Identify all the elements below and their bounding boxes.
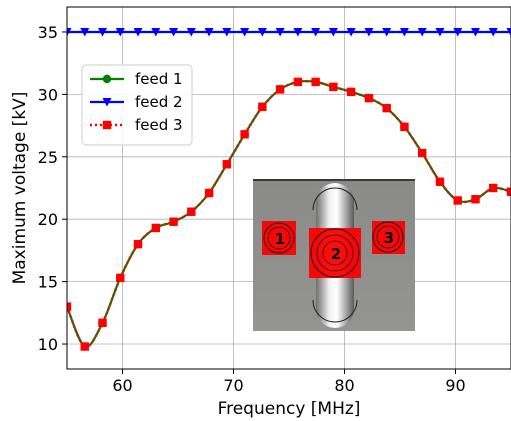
feed-3-point [471,195,480,204]
legend-label-3: feed 3 [135,116,183,134]
series-2 [67,27,511,37]
legend-marker-3 [102,120,112,130]
feed-3-point [240,130,249,139]
feed-2-point [98,27,108,37]
feed-2-label: 2 [331,245,341,263]
feed-3-point [116,273,125,283]
feed-3-ring-inner [376,225,400,249]
y-tick-label: 30 [38,85,58,104]
feed-2-point [186,27,196,37]
y-tick-label: 25 [38,148,58,167]
feed-1-ring [263,222,295,254]
feed-2-point [399,27,409,37]
feed-3-point [204,188,214,198]
feed-2-point [133,27,143,37]
feed-3-point [80,342,89,351]
feed-2-point [204,27,214,37]
y-tick-label: 15 [38,273,58,292]
feed-3-point [275,85,285,94]
feed-3-point [187,207,196,216]
feed-3-point [151,223,160,233]
feed-2-point [257,27,267,37]
feed-2-point [311,27,321,37]
feed-2-point [328,27,338,37]
x-axis-label: Frequency [MHz] [218,399,361,419]
feed-geometry-inset: 1 2 3 [253,179,415,331]
inset-feed-3: 3 [372,221,405,254]
y-tick-label: 35 [38,23,58,42]
feed-2-point [382,27,392,37]
feed-3-point [364,93,374,103]
legend-label-1: feed 1 [135,70,183,88]
feed-1-label: 1 [275,230,285,248]
feed-2-point [240,27,250,37]
plot-frame [66,6,511,370]
feed-3-point [506,187,511,196]
feed-3-point [258,102,267,112]
data-lines [67,27,511,351]
feed-3-point [222,160,232,169]
x-tick-label: 90 [445,376,465,395]
feed-2-point [453,27,463,37]
feed-2-point [470,27,480,37]
feed-2-point [293,27,303,37]
feed-3-point [293,77,303,87]
feed-2-point [488,27,498,37]
feed-3-point [435,177,445,186]
inset-tube-outline [312,187,358,323]
feed-2-point [346,27,356,37]
feed-2-point [169,27,179,37]
x-ticks: 60 70 80 90 [112,369,466,395]
feed-3-point [329,82,338,92]
feed-2-point [275,27,285,37]
feed-2-ring-core [322,240,348,266]
y-axis-label: Maximum voltage [kV] [10,92,30,285]
feed-3-point [453,196,462,205]
feed-3-point [98,318,107,328]
feed-3-ring [372,221,404,253]
legend: feed 1 feed 2 feed 3 [81,64,193,146]
feed-3-label: 3 [384,229,394,247]
feed-3-point [311,77,320,87]
x-tick-label: 70 [223,376,243,395]
legend-marker-2 [102,98,112,107]
inset-feed-1: 1 [262,221,296,255]
inset-feed-2: 2 [309,228,361,278]
legend-marker-1 [102,74,112,84]
x-tick-label: 60 [112,376,132,395]
feed-2-point [151,27,161,37]
feed-3-point [346,87,356,97]
feed-3-point [67,302,72,311]
feed-3-point [133,239,143,249]
feed-2-ring-inner [316,234,354,272]
feed-3-point [169,217,178,226]
feed-1-ring-inner [267,226,291,250]
feed-2-point [364,27,374,37]
x-tick-label: 80 [334,376,354,395]
feed-3-point [400,122,409,132]
y-tick-label: 20 [38,210,58,229]
feed-2-point [506,27,511,37]
feed-3-point [418,148,427,158]
y-tick-label: 10 [38,335,58,354]
legend-label-2: feed 2 [135,93,183,111]
feed-2-point [80,27,90,37]
feed-2-ring [310,228,360,278]
feed-3-point [489,183,498,193]
feed-2-point [67,27,72,37]
y-ticks: 10 15 20 25 30 35 [38,23,67,354]
feed-2-point [417,27,427,37]
feed-2-point [222,27,232,37]
feed-3-point [382,103,391,113]
feed-2-point [435,27,445,37]
series-3 [67,77,511,351]
feed-2-point [115,27,125,37]
